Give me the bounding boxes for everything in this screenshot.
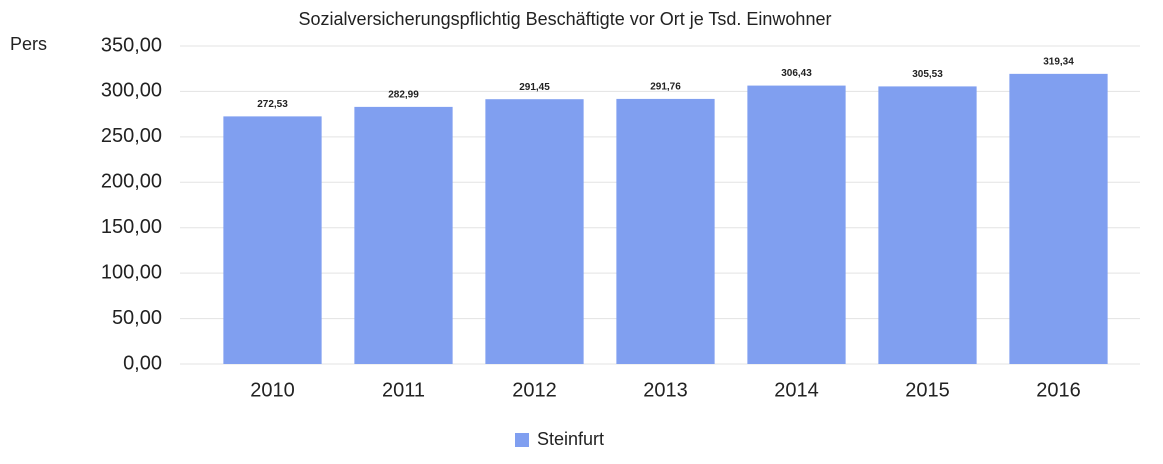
bar [354,106,453,365]
y-tick-label: 300,00 [101,80,162,102]
data-label: 291,45 [519,82,550,93]
bar [878,86,977,364]
legend-swatch [515,433,529,447]
data-label: 272,53 [257,99,288,110]
y-tick-label: 200,00 [101,171,162,193]
x-tick-label: 2010 [250,379,295,401]
bar [747,85,846,364]
x-tick-label: 2014 [774,379,819,401]
data-label: 282,99 [388,90,419,101]
y-tick-label: 350,00 [101,34,162,56]
data-label: 319,34 [1043,56,1074,67]
data-label: 306,43 [781,68,812,79]
bar [223,116,322,365]
x-tick-label: 2012 [512,379,557,401]
x-tick-label: 2011 [382,379,425,401]
y-tick-label: 250,00 [101,125,162,147]
legend-label: Steinfurt [537,429,604,449]
y-tick-label: 150,00 [101,216,162,238]
data-label: 291,76 [650,82,681,93]
y-tick-label: 50,00 [112,307,162,329]
y-tick-label: 0,00 [123,352,162,374]
x-tick-label: 2016 [1036,379,1081,401]
x-tick-label: 2013 [643,379,688,401]
chart-title: Sozialversicherungspflichtig Beschäftigt… [299,9,832,29]
y-axis-label: Pers [10,34,47,54]
y-tick-label: 100,00 [101,261,162,283]
x-tick-label: 2015 [905,379,950,401]
bar [616,98,715,365]
bar [485,99,584,365]
data-label: 305,53 [912,69,943,80]
bar [1009,73,1108,364]
